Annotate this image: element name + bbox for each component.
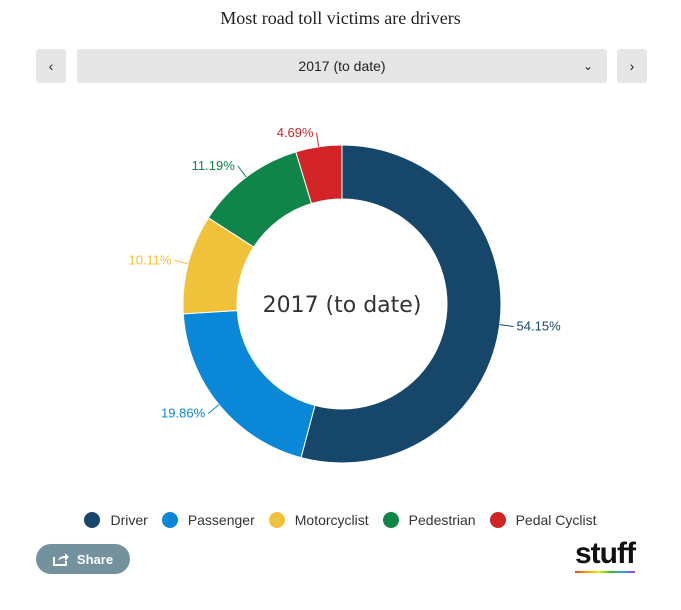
chevron-down-icon: ⌄: [582, 59, 593, 73]
chevron-right-icon: ›: [629, 58, 635, 74]
data-label: 4.69%: [277, 125, 314, 140]
data-label: 19.86%: [161, 406, 206, 421]
center-label: 2017 (to date): [263, 293, 422, 318]
legend-item[interactable]: Motorcyclist: [268, 512, 369, 528]
legend-label: Pedal Cyclist: [515, 512, 597, 528]
label-connector: [237, 165, 247, 178]
legend-item[interactable]: Pedal Cyclist: [489, 512, 597, 528]
legend-item[interactable]: Passenger: [161, 512, 255, 528]
legend-label: Pedestrian: [408, 512, 476, 528]
label-connector: [174, 259, 189, 265]
donut-chart: 54.15% 19.86% 10.11% 11.19% 4.69% 2017 (to da…: [128, 125, 562, 464]
legend-dot-icon: [84, 512, 101, 528]
chart-title: Most road toll victims are drivers: [220, 8, 461, 28]
legend-label: Driver: [110, 512, 148, 528]
year-select[interactable]: 2017 (to date) ⌄: [77, 49, 607, 83]
slice-driver[interactable]: [300, 144, 502, 464]
chevron-left-icon: ‹: [48, 58, 54, 74]
legend-dot-icon: [489, 512, 506, 528]
data-label: 11.19%: [192, 158, 236, 173]
slice-pedal-cyclist[interactable]: [295, 144, 343, 205]
next-button[interactable]: ›: [617, 49, 647, 83]
legend-dot-icon: [161, 512, 178, 528]
legend: Driver Passenger Motorcyclist Pedestrian Ped…: [0, 512, 681, 528]
legend-label: Passenger: [187, 512, 255, 528]
label-connector: [207, 404, 220, 414]
stuff-logo: stuff: [575, 537, 636, 573]
legend-dot-icon: [382, 512, 399, 528]
legend-label: Motorcyclist: [294, 512, 369, 528]
share-button[interactable]: Share: [36, 544, 130, 574]
slice-passenger[interactable]: [182, 309, 316, 459]
legend-dot-icon: [268, 512, 285, 528]
label-connector: [316, 132, 320, 147]
data-label: 54.15%: [517, 318, 562, 333]
share-label: Share: [76, 551, 114, 567]
legend-item[interactable]: Pedestrian: [382, 512, 476, 528]
label-connector: [499, 324, 514, 327]
selected-value: 2017 (to date): [298, 58, 386, 74]
previous-button[interactable]: ‹: [36, 49, 66, 83]
data-label: 10.11%: [128, 252, 172, 267]
share-icon: [52, 553, 69, 566]
legend-item[interactable]: Driver: [84, 512, 148, 528]
